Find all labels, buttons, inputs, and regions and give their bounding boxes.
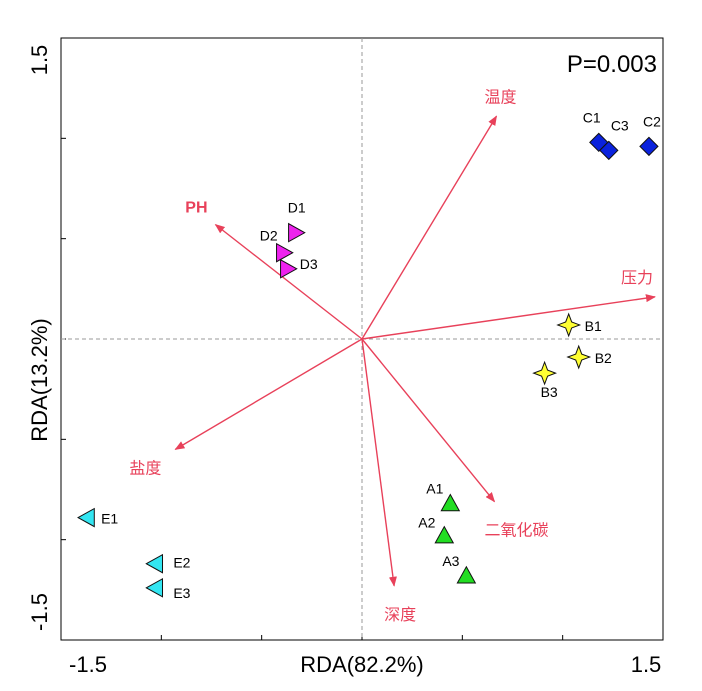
sample-label: E3 [173, 585, 190, 601]
sample-marker [276, 242, 294, 263]
axis-ticks [60, 37, 664, 641]
sample-marker [434, 525, 455, 544]
sample-label: E2 [173, 555, 190, 571]
sample-label: A1 [426, 481, 443, 497]
sample-label: B2 [595, 350, 612, 366]
p-value-annotation: P=0.003 [567, 51, 657, 78]
x-tick-label-max: 1.5 [631, 652, 662, 677]
env-arrow [214, 224, 363, 340]
env-label: 压力 [621, 268, 653, 287]
env-arrow [361, 294, 656, 340]
sample-marker [145, 553, 164, 574]
sample-label: D1 [288, 200, 306, 216]
sample-marker [440, 493, 461, 512]
sample-label: D2 [260, 228, 278, 244]
sample-label: C1 [583, 109, 601, 125]
sample-label: C2 [643, 113, 661, 129]
y-tick-label-min: -1.5 [27, 593, 52, 631]
x-axis-title: RDA(82.2%) [300, 652, 423, 677]
env-arrow [361, 338, 397, 587]
y-axis-title: RDA(13.2%) [27, 318, 52, 441]
sample-marker [280, 258, 298, 279]
sample-marker [556, 312, 582, 338]
sample-marker [639, 136, 659, 157]
env-label: 二氧化碳 [484, 521, 548, 540]
env-label: 深度 [384, 605, 416, 624]
y-tick-label-max: 1.5 [27, 45, 52, 76]
env-arrow [174, 338, 363, 450]
sample-label: C3 [611, 117, 629, 133]
sample-marker [288, 222, 306, 243]
sample-label: A2 [418, 515, 435, 531]
sample-marker [77, 507, 95, 528]
x-tick-label-min: -1.5 [69, 652, 107, 677]
sample-label: E1 [101, 511, 118, 527]
env-label: PH [185, 200, 207, 217]
sample-marker [456, 565, 477, 584]
env-label: 温度 [484, 87, 516, 106]
sample-marker [589, 132, 609, 153]
env-arrow [361, 115, 498, 340]
env-label: 盐度 [129, 458, 161, 477]
sample-label: D3 [300, 256, 318, 272]
sample-marker [532, 360, 558, 386]
sample-marker [145, 577, 164, 598]
sample-label: A3 [442, 553, 459, 569]
sample-label: B3 [541, 384, 558, 400]
sample-marker [599, 140, 619, 161]
env-arrow [361, 338, 496, 503]
sample-label: B1 [585, 318, 602, 334]
sample-marker [566, 344, 592, 370]
sample-points: A1 A2 A3 B1 B2 B3 C1 C3 C2 D1 D2 D3 E1 E2 E3 [77, 109, 661, 601]
